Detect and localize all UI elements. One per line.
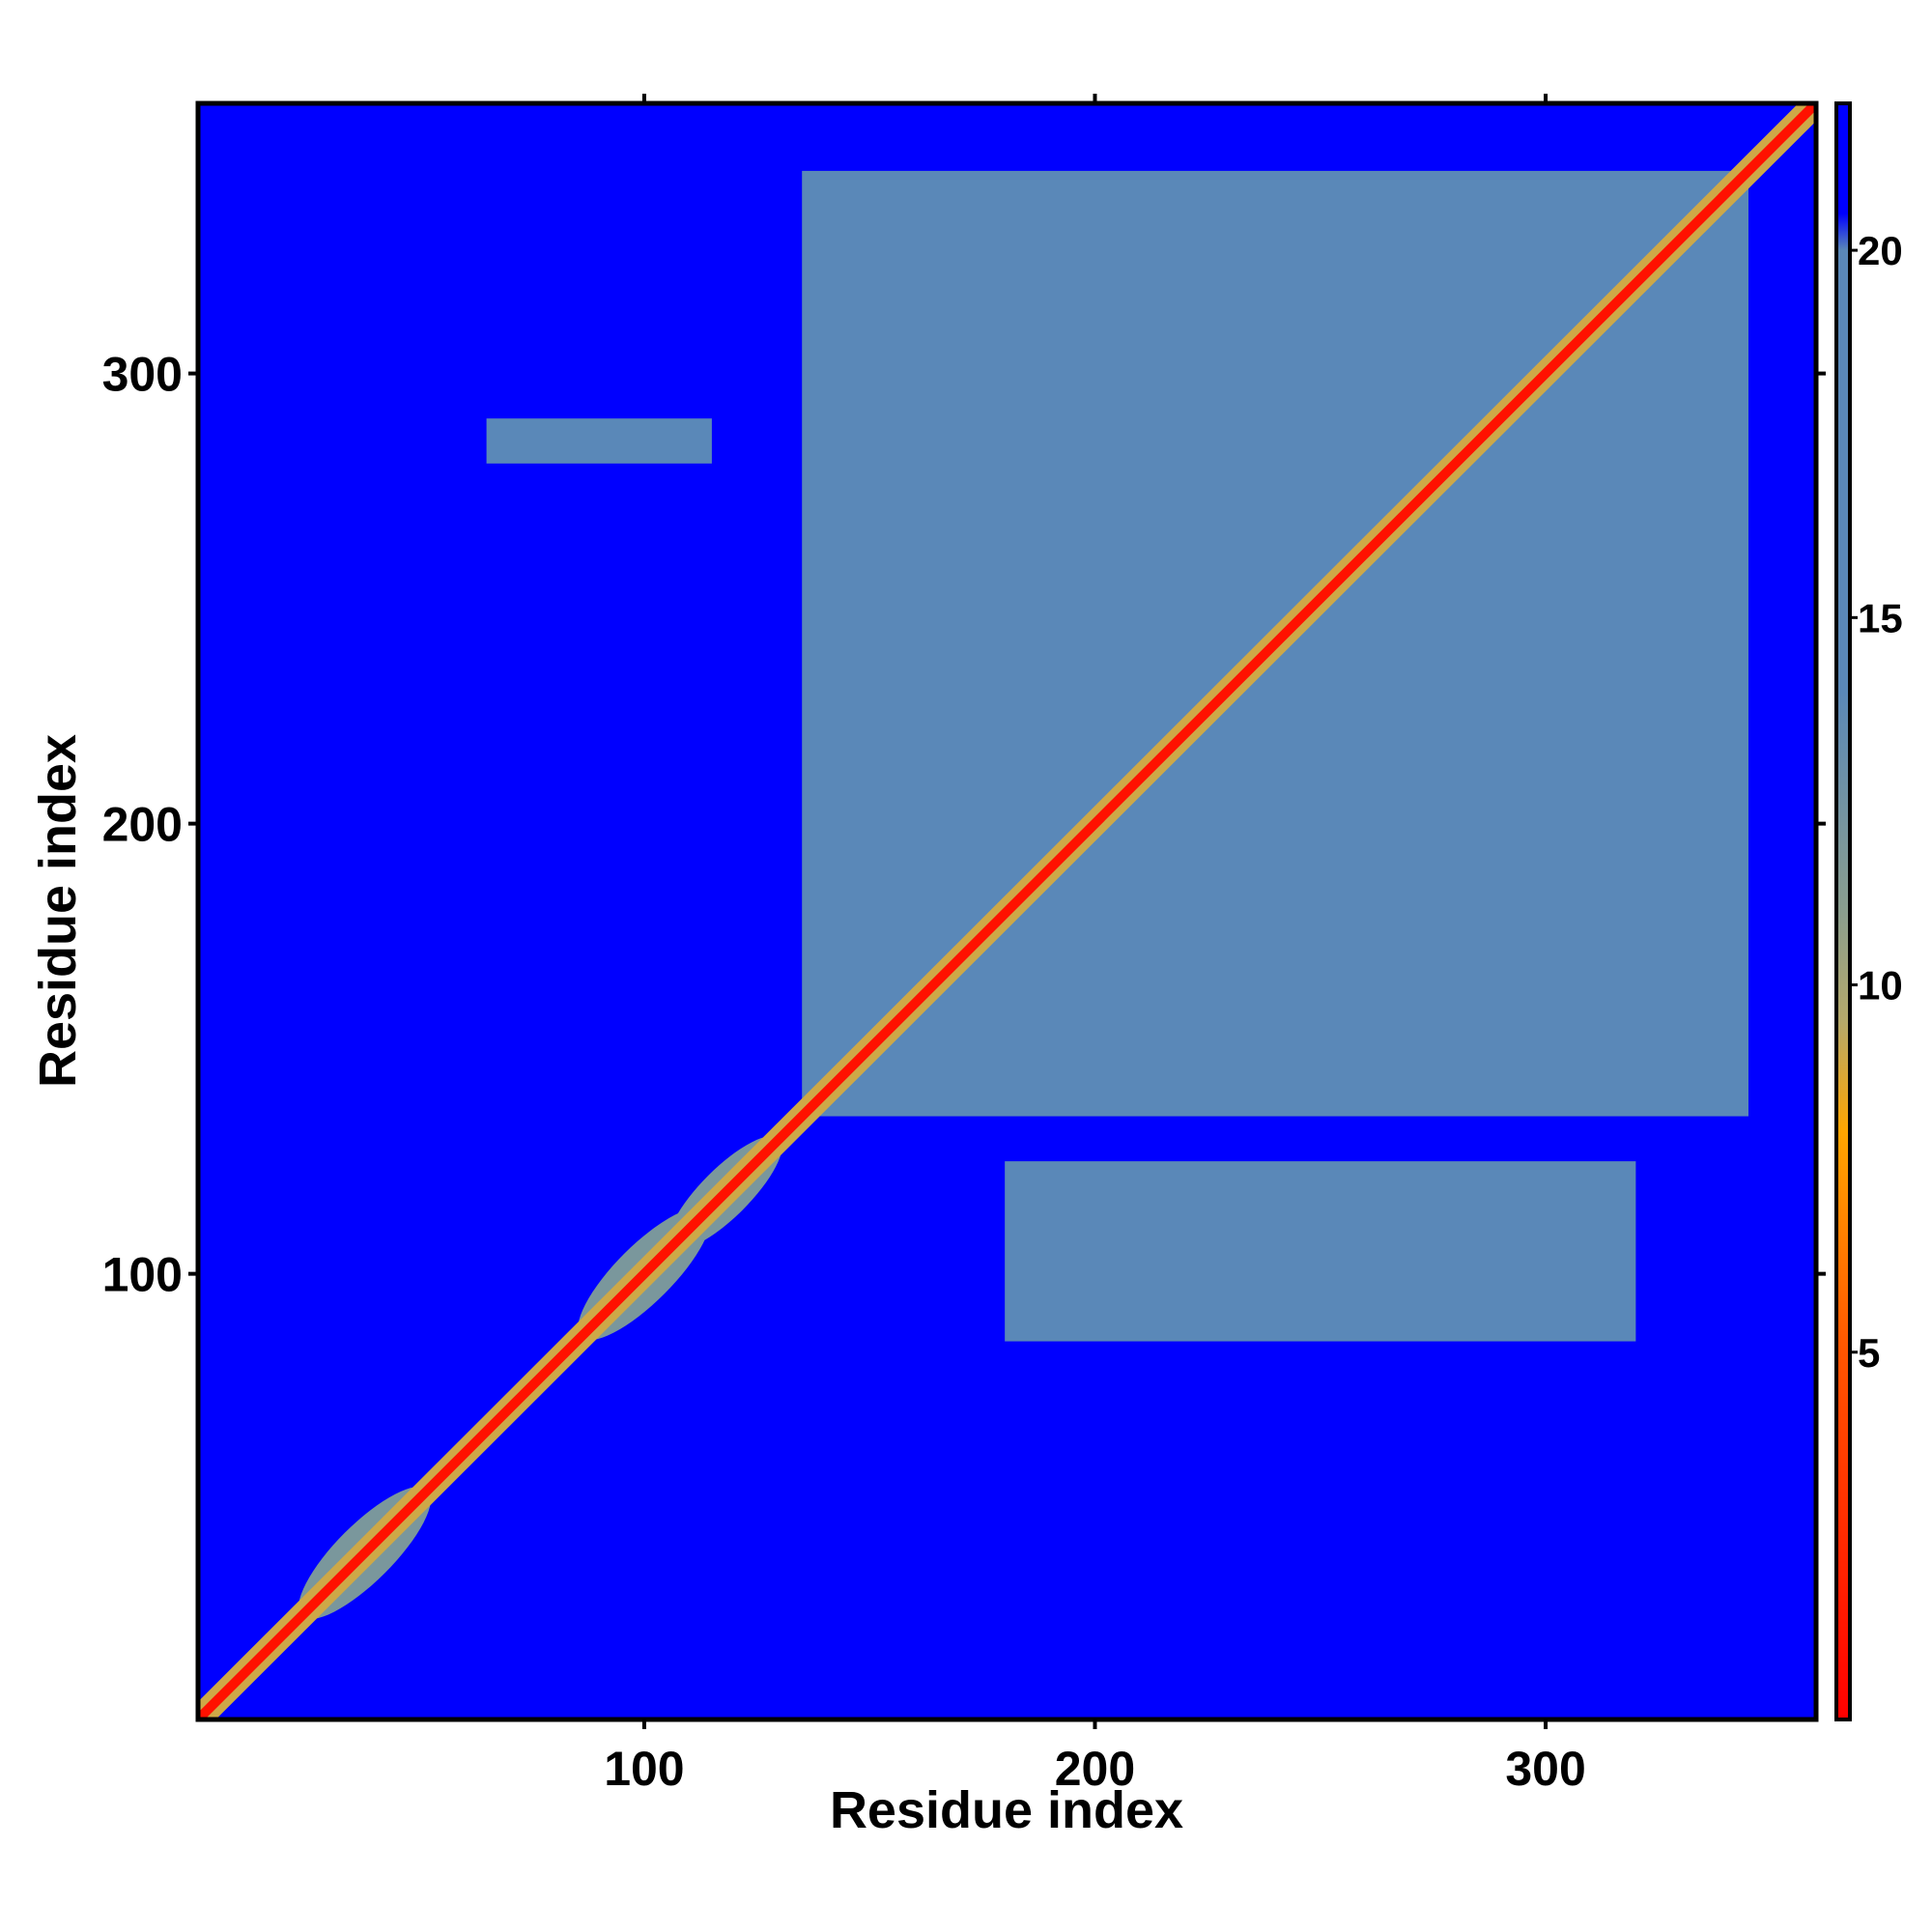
colorbar-bar bbox=[1834, 101, 1852, 1721]
colorbar-ticks: 5 10 15 20 bbox=[1850, 228, 1903, 1376]
y-tick-label-100: 100 bbox=[102, 1248, 183, 1302]
diagonal-band bbox=[198, 103, 1816, 1719]
y-axis-ticks: 100 200 300 bbox=[102, 348, 1826, 1302]
x-tick-label-300: 300 bbox=[1505, 1742, 1585, 1796]
colorbar-tick-label-15: 15 bbox=[1858, 595, 1903, 640]
plot-area bbox=[195, 100, 1819, 1722]
y-tick-label-300: 300 bbox=[102, 348, 183, 402]
colorbar-tick-label-10: 10 bbox=[1858, 963, 1903, 1009]
colorbar-tick-label-20: 20 bbox=[1858, 228, 1903, 273]
x-axis-ticks: 100 200 300 bbox=[604, 94, 1586, 1796]
y-tick-label-200: 200 bbox=[102, 798, 183, 852]
colorbar-tick-label-5: 5 bbox=[1858, 1330, 1880, 1376]
x-axis-title: Residue index bbox=[830, 1781, 1183, 1839]
x-tick-label-100: 100 bbox=[604, 1742, 684, 1796]
contact-region-3 bbox=[1005, 1161, 1636, 1342]
x-tick-label-200: 200 bbox=[1055, 1742, 1135, 1796]
y-axis-title: Residue index bbox=[29, 734, 87, 1088]
contact-region-2 bbox=[486, 418, 712, 464]
heatmap-cells bbox=[198, 103, 1816, 1719]
colorbar: 5 10 15 20 bbox=[1834, 101, 1903, 1721]
plot-frame bbox=[195, 100, 1819, 1722]
